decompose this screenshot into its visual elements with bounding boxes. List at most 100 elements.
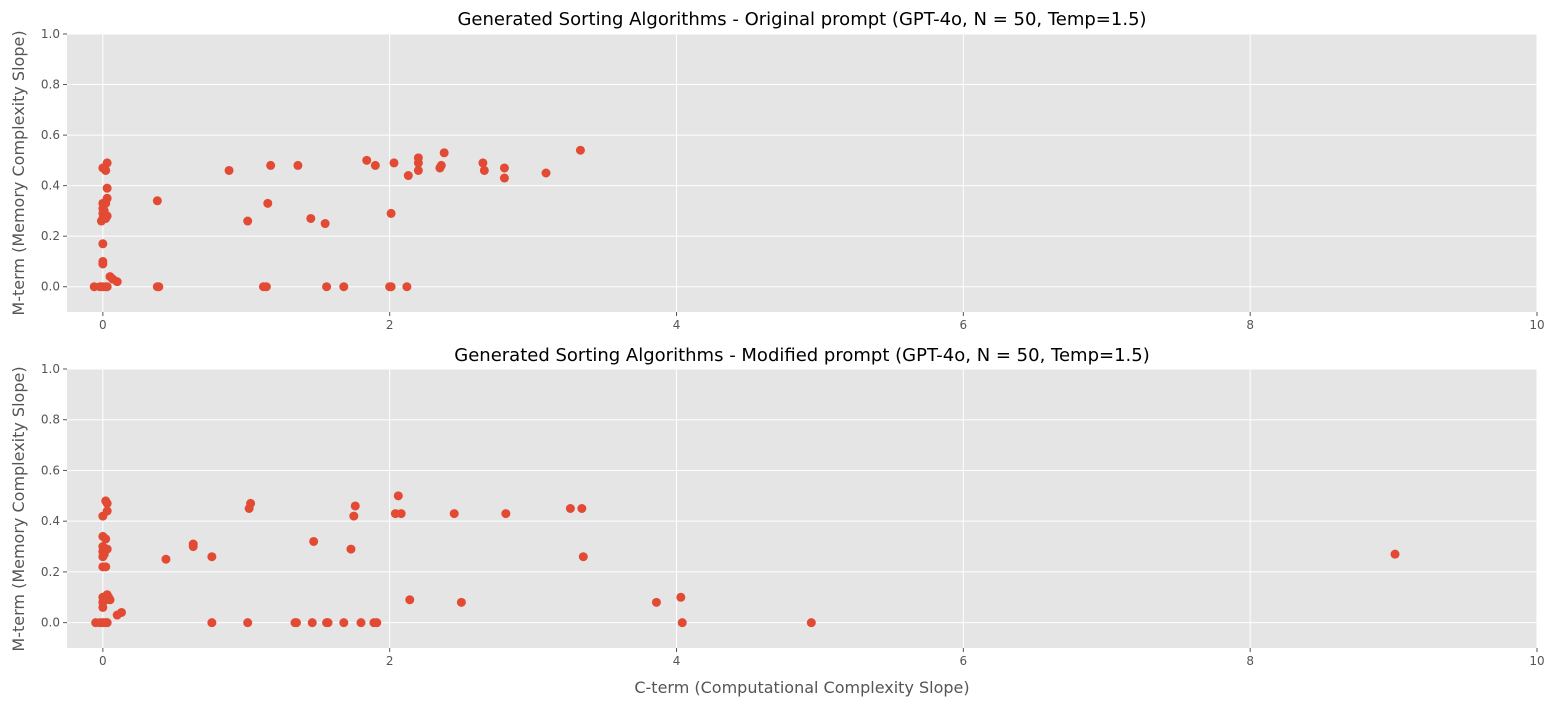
bottom-data-points [91, 491, 1400, 628]
top-data-point [320, 219, 330, 229]
bottom-data-point [243, 618, 253, 628]
bottom-data-point [323, 618, 333, 628]
bottom-data-point [246, 498, 256, 508]
bottom-data-point [676, 592, 686, 602]
bottom-data-point [577, 504, 587, 513]
top-data-point [479, 165, 489, 175]
bottom-scatter-panel: 0 2 4 6 8 10 0.0 0.2 0.4 0.6 0.8 1.0 Generated Sort… [9, 345, 1545, 697]
bottom-data-point [102, 506, 112, 516]
top-data-point [413, 165, 423, 175]
bottom-y-tick-label: 0.2 [41, 565, 60, 579]
bottom-data-point [1390, 549, 1400, 559]
bottom-y-tick-label: 0.4 [41, 514, 60, 528]
top-data-point [339, 282, 349, 292]
bottom-data-point [677, 618, 687, 628]
bottom-data-point [372, 618, 382, 628]
top-data-point [263, 198, 273, 208]
top-x-tick-label: 0 [99, 318, 107, 332]
top-data-point [102, 282, 112, 292]
bottom-x-tick-label: 8 [1246, 654, 1254, 668]
top-x-tick-label: 4 [673, 318, 681, 332]
bottom-data-point [346, 544, 356, 554]
top-data-point [152, 196, 162, 206]
bottom-plot-area [67, 369, 1537, 648]
bottom-data-point [349, 511, 359, 521]
bottom-x-tick-label: 2 [386, 654, 394, 668]
top-data-point [293, 160, 303, 170]
bottom-data-point [356, 618, 366, 628]
top-data-point [402, 282, 412, 292]
bottom-data-point [105, 595, 115, 605]
bottom-y-tick-label: 0.6 [41, 463, 60, 477]
top-data-point [98, 239, 108, 249]
bottom-data-point [98, 542, 108, 552]
top-scatter-panel: 0 2 4 6 8 10 0.0 0.2 0.4 0.6 0.8 1.0 Generated Sort… [9, 9, 1545, 332]
bottom-data-point [350, 501, 360, 511]
bottom-data-point [501, 509, 511, 519]
bottom-data-point [396, 509, 406, 519]
bottom-x-tick-label: 6 [960, 654, 968, 668]
bottom-y-tick-label: 0.0 [41, 616, 60, 630]
top-data-point [154, 282, 164, 292]
top-data-point [499, 173, 509, 183]
top-data-point [102, 193, 112, 203]
top-data-point [261, 282, 271, 292]
top-x-tick-label: 6 [960, 318, 968, 332]
bottom-x-tick-label: 0 [99, 654, 107, 668]
bottom-data-point [101, 496, 111, 506]
top-data-point [541, 168, 551, 178]
bottom-data-point [207, 552, 217, 562]
top-data-point [386, 208, 396, 218]
bottom-x-tick-label: 4 [673, 654, 681, 668]
bottom-data-point [309, 536, 319, 546]
top-y-tick-label: 0.6 [41, 128, 60, 142]
top-y-tick-label: 0.2 [41, 229, 60, 243]
top-data-point [102, 211, 112, 221]
top-ticks: 0 2 4 6 8 10 0.0 0.2 0.4 0.6 0.8 1.0 [41, 27, 1545, 332]
bottom-x-axis-label: C-term (Computational Complexity Slope) [634, 678, 969, 697]
bottom-data-point [578, 552, 588, 562]
bottom-data-point [116, 607, 126, 617]
top-data-point [499, 163, 509, 173]
top-y-tick-label: 0.0 [41, 280, 60, 294]
top-data-point [322, 282, 332, 292]
bottom-y-tick-label: 0.8 [41, 413, 60, 427]
bottom-data-point [565, 504, 575, 513]
bottom-data-point [291, 618, 301, 628]
top-data-point [102, 158, 112, 168]
top-data-point [112, 277, 122, 287]
top-data-point [98, 256, 108, 266]
bottom-data-point [188, 542, 198, 552]
bottom-data-point [806, 618, 816, 628]
top-data-point [224, 165, 234, 175]
top-y-axis-label: M-term (Memory Complexity Slope) [9, 30, 28, 315]
top-data-point [306, 213, 316, 223]
bottom-y-axis-label: M-term (Memory Complexity Slope) [9, 366, 28, 651]
bottom-y-tick-label: 1.0 [41, 362, 60, 376]
top-data-point [370, 160, 380, 170]
bottom-data-point [449, 509, 459, 519]
bottom-data-point [161, 554, 171, 564]
top-y-tick-label: 1.0 [41, 27, 60, 41]
bottom-data-point [405, 595, 415, 605]
bottom-ticks: 0 2 4 6 8 10 0.0 0.2 0.4 0.6 0.8 1.0 [41, 362, 1545, 668]
top-gridlines [67, 33, 1538, 312]
bottom-data-point [651, 597, 661, 607]
top-x-tick-label: 10 [1529, 318, 1544, 332]
top-data-point [439, 148, 449, 158]
top-data-point [575, 145, 585, 155]
top-y-tick-label: 0.4 [41, 179, 60, 193]
bottom-data-point [339, 618, 349, 628]
top-data-point [478, 158, 488, 168]
top-data-point [243, 216, 253, 226]
top-plot-area [67, 34, 1537, 312]
bottom-data-point [101, 534, 111, 544]
bottom-data-point [102, 618, 112, 628]
top-data-point [389, 158, 399, 168]
bottom-x-tick-label: 10 [1529, 654, 1544, 668]
bottom-data-point [101, 562, 111, 572]
top-y-tick-label: 0.8 [41, 78, 60, 92]
top-data-point [436, 160, 446, 170]
bottom-data-point [393, 491, 403, 501]
